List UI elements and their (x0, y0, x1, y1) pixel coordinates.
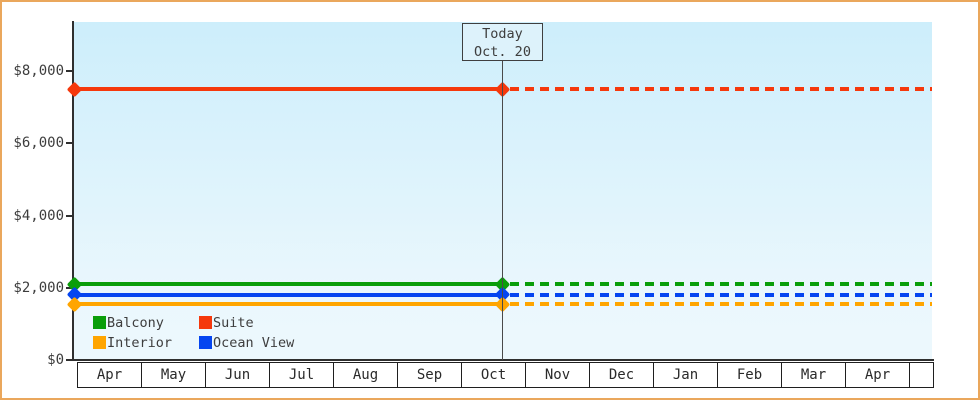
series-forecast-ocean-view (510, 292, 932, 297)
x-axis (72, 359, 934, 361)
y-tick-mark (66, 70, 73, 72)
month-cell-jul: Jul (270, 363, 334, 387)
series-line-balcony (74, 282, 502, 287)
series-forecast-suite (510, 87, 932, 92)
month-cell-feb: Feb (718, 363, 782, 387)
month-cell-jun: Jun (206, 363, 270, 387)
month-cell-apr: Apr (78, 363, 142, 387)
y-tick-mark (66, 142, 73, 145)
month-cell-may: May (142, 363, 206, 387)
today-label-line1: Today (482, 26, 523, 42)
legend-label: Suite (213, 314, 254, 331)
legend-label: Ocean View (213, 334, 295, 351)
legend-swatch-ocean-view (199, 336, 212, 349)
legend: Balcony Suite Interior Ocean View (93, 313, 294, 352)
y-axis (72, 21, 74, 361)
series-forecast-balcony (510, 282, 932, 287)
legend-item-suite: Suite (199, 313, 294, 332)
legend-label: Interior (107, 334, 173, 351)
month-cell-apr: Apr (846, 363, 910, 387)
today-label-box: Today Oct. 20 (462, 23, 543, 61)
legend-item-balcony: Balcony (93, 313, 199, 332)
today-label-line2: Oct. 20 (474, 44, 531, 60)
y-tick-label: $4,000 (13, 207, 64, 224)
legend-swatch-balcony (93, 316, 106, 329)
series-line-suite (74, 87, 502, 92)
y-tick-label: $0 (47, 352, 64, 368)
legend-label: Balcony (107, 314, 164, 331)
month-cell-nov: Nov (526, 363, 590, 387)
month-cell-aug: Aug (334, 363, 398, 387)
legend-item-interior: Interior (93, 333, 199, 352)
month-cell-oct: Oct (462, 363, 526, 387)
y-tick-label: $2,000 (13, 279, 64, 296)
month-cell-mar: Mar (782, 363, 846, 387)
today-marker-line (502, 42, 503, 360)
month-cell-sep: Sep (398, 363, 462, 387)
month-cell-empty (910, 363, 933, 387)
y-tick-mark (66, 359, 73, 361)
series-line-interior (74, 302, 502, 306)
x-axis-month-labels: Apr May Jun Jul Aug Sep Oct Nov Dec Jan Feb Mar Apr (77, 362, 934, 388)
y-tick-mark (66, 214, 73, 217)
y-tick-label: $6,000 (13, 135, 64, 152)
legend-swatch-suite (199, 316, 212, 329)
series-line-ocean-view (74, 292, 502, 297)
month-cell-jan: Jan (654, 363, 718, 387)
y-tick-label: $8,000 (13, 63, 64, 79)
series-forecast-interior (510, 302, 932, 306)
month-cell-dec: Dec (590, 363, 654, 387)
legend-swatch-interior (93, 336, 106, 349)
legend-item-ocean-view: Ocean View (199, 333, 294, 352)
